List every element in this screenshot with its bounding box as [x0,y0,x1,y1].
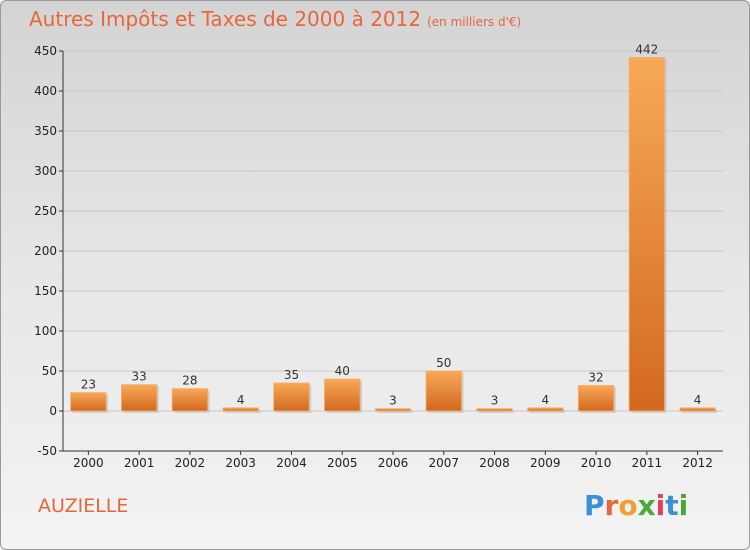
bar-value-label: 50 [436,356,451,370]
y-tick-label: 350 [34,124,57,138]
y-tick-label: 100 [34,324,57,338]
y-tick-label: 250 [34,204,57,218]
bar-2000 [70,392,107,412]
bar-value-label: 442 [635,42,658,56]
y-tick-label: -50 [37,444,57,458]
bar-value-label: 4 [237,393,245,407]
bar-value-label: 35 [284,368,299,382]
x-tick-label: 2012 [682,456,713,470]
x-tick-label: 2001 [124,456,155,470]
bar-shadow [529,409,566,413]
bar-shadow [478,410,515,413]
bar-2005 [324,378,361,412]
bar-2004 [273,382,310,412]
logo-letter: r [604,489,619,522]
bar-value-label: 33 [132,370,147,384]
bar-2011 [628,57,666,412]
logo-letter: P [584,489,605,522]
bar-value-label: 3 [491,394,499,408]
bar-2010 [577,384,615,412]
y-tick-label: 200 [34,244,57,258]
y-tick-label: 400 [34,84,57,98]
bar-2008 [476,408,513,412]
x-tick-label: 2005 [327,456,358,470]
proxiti-logo: Proxiti [584,489,688,522]
x-tick-label: 2007 [428,456,459,470]
y-tick-label: 150 [34,284,57,298]
bar-2009 [527,407,564,412]
bar-2003 [222,407,259,412]
x-tick-label: 2008 [479,456,510,470]
x-tick-label: 2006 [378,456,409,470]
bars: 23 33 28 4 35 40 3 50 3 4 32 442 4 [70,42,718,414]
x-tick-label: 2004 [276,456,307,470]
commune-name: AUZIELLE [38,495,129,517]
x-tick-label: 2002 [175,456,206,470]
x-tick-label: 2009 [530,456,561,470]
logo-letter: t [665,489,679,522]
bar-value-label: 32 [588,370,603,384]
logo-letter: i [655,489,666,522]
x-tick-label: 2011 [632,456,663,470]
chart-title: Autres Impôts et Taxes de 2000 à 2012 (en… [29,7,521,31]
x-tick-label: 2010 [581,456,612,470]
x-axis-ticks: 2000 2001 2002 2003 2004 2005 2006 2007 2008 2009… [73,451,713,470]
y-tick-label: 0 [49,404,57,418]
bar-value-label: 4 [541,393,549,407]
bar-2002 [171,388,209,412]
y-tick-label: 450 [34,44,57,58]
x-tick-label: 2000 [73,456,104,470]
y-axis-ticks: -50 0 50 100 150 200 250 300 350 400 450 [34,44,63,458]
bar-shadow [681,409,718,413]
bar-2001 [120,384,158,412]
logo-letter: o [618,489,638,522]
bar-value-label: 28 [182,374,197,388]
chart-title-text: Autres Impôts et Taxes de 2000 à 2012 [29,7,422,31]
bar-2007 [425,370,462,412]
bar-2012 [679,407,716,412]
bar-shadow [377,410,413,413]
y-tick-label: 50 [42,364,57,378]
y-tick-label: 300 [34,164,57,178]
bar-shadow [224,409,261,413]
x-tick-label: 2003 [225,456,256,470]
bar-value-label: 40 [335,364,350,378]
logo-letter: x [637,489,656,522]
bar-value-label: 23 [81,378,96,392]
bar-value-label: 3 [389,394,397,408]
grid-lines [63,50,723,452]
bar-value-label: 4 [694,393,702,407]
chart-subtitle: (en milliers d'€) [427,15,522,29]
logo-letter: i [678,489,689,522]
bar-2006 [374,408,412,412]
